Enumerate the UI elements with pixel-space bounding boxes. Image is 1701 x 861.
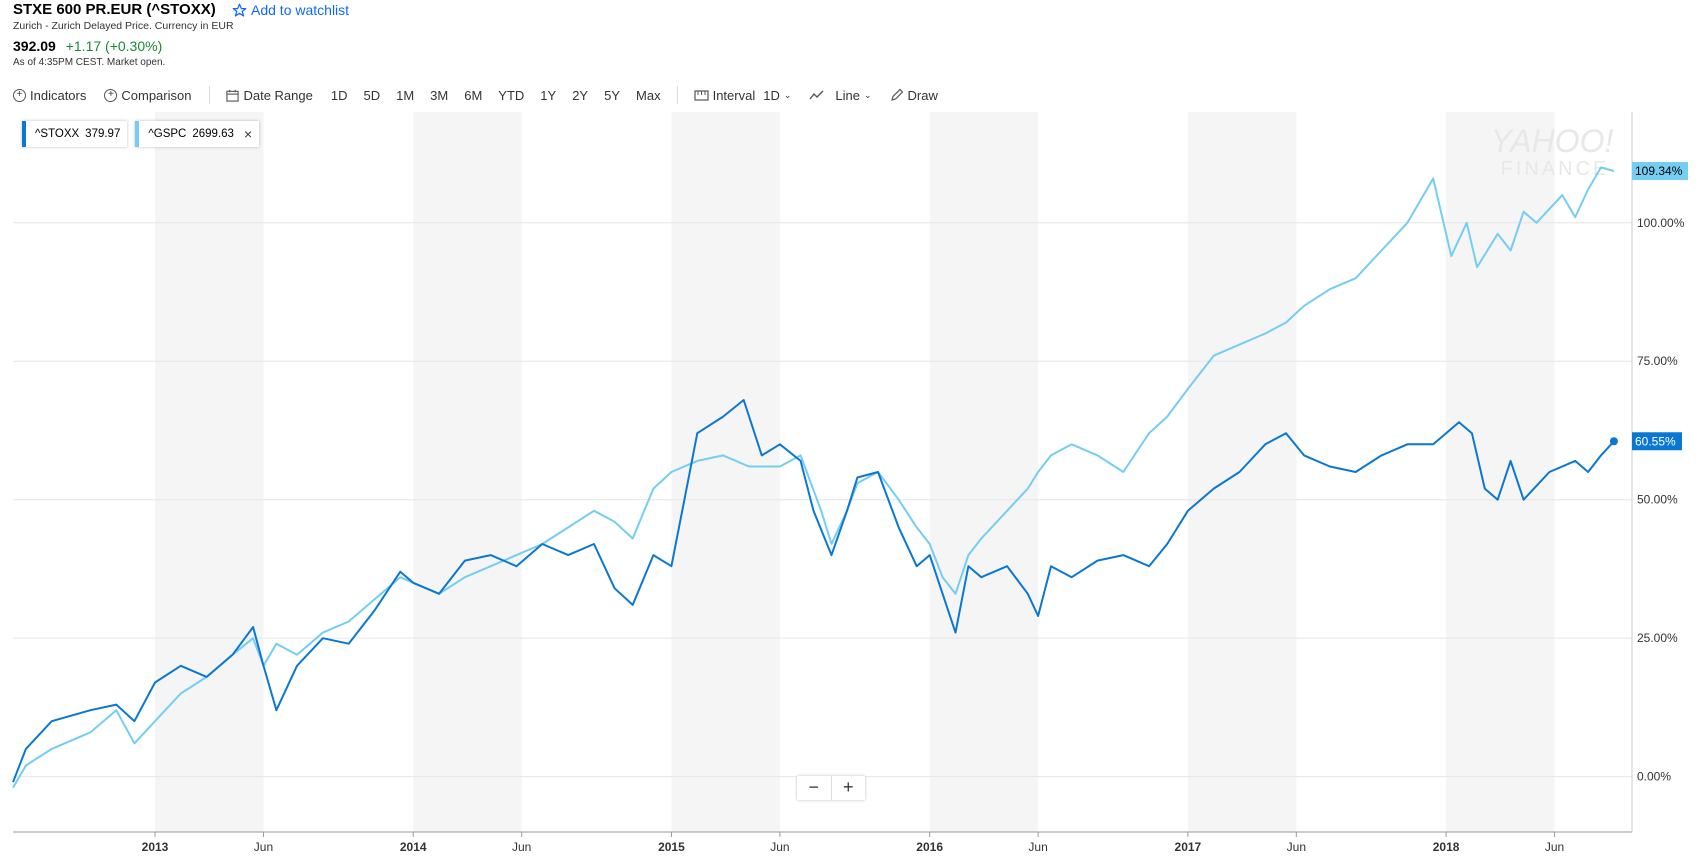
comparison-button[interactable]: + Comparison xyxy=(104,88,191,103)
watermark-finance: FINANCE xyxy=(1501,158,1610,180)
y-tick-label: 0.00% xyxy=(1637,770,1671,784)
stoxx-last-point xyxy=(1609,437,1618,446)
plus-circle-icon: + xyxy=(104,88,118,102)
x-tick-label: 2014 xyxy=(400,840,427,854)
chart-legend: ^STOXX 379.97 ^GSPC 2699.63 × xyxy=(22,121,260,147)
shaded-period-band xyxy=(1187,112,1297,832)
shaded-period-band xyxy=(155,112,264,832)
zoom-out-button[interactable]: − xyxy=(797,776,832,800)
toolbar-divider xyxy=(676,86,678,104)
chevron-down-icon: ⌄ xyxy=(863,89,872,100)
current-price: 392.09 xyxy=(13,38,56,54)
y-tick-label: 100.00% xyxy=(1637,216,1685,230)
chevron-down-icon: ⌄ xyxy=(783,89,792,100)
stoxx-end-label: 60.55% xyxy=(1635,434,1676,448)
toolbar-divider xyxy=(209,86,211,104)
indicators-label: Indicators xyxy=(30,87,87,103)
x-tick-label: Jun xyxy=(1028,840,1047,854)
stoxx-end-badge xyxy=(1632,432,1682,451)
chart-toolbar: + Indicators + Comparison Date Range 1D … xyxy=(13,85,956,105)
x-tick-label: Jun xyxy=(1287,840,1306,854)
x-tick-label: 2015 xyxy=(658,840,685,854)
range-3m-button[interactable]: 3M xyxy=(430,87,449,103)
add-to-watchlist-button[interactable]: Add to watchlist xyxy=(232,2,349,18)
chart-type-label: Line xyxy=(835,87,860,103)
zoom-control: − + xyxy=(797,776,865,800)
close-icon[interactable]: × xyxy=(243,126,253,142)
zoom-in-button[interactable]: + xyxy=(842,777,854,797)
y-tick-label: 50.00% xyxy=(1637,493,1678,507)
watermark-yahoo: YAHOO! xyxy=(1491,123,1614,159)
page-title: STXE 600 PR.EUR (^STOXX) xyxy=(13,1,216,18)
x-tick-label: 2013 xyxy=(142,840,169,854)
shaded-period-band xyxy=(929,112,1039,832)
legend-item-gspc[interactable]: ^GSPC 2699.63 × xyxy=(135,121,260,147)
gspc-end-label: 109.34% xyxy=(1635,164,1683,178)
legend-gspc-symbol: ^GSPC xyxy=(148,128,187,140)
legend-gspc-value: 2699.63 xyxy=(192,128,234,140)
interval-label: Interval xyxy=(712,87,756,103)
exchange-subtitle: Zurich - Zurich Delayed Price. Currency … xyxy=(13,20,234,32)
pencil-icon xyxy=(890,88,903,101)
shaded-period-band xyxy=(413,112,522,832)
x-tick-label: 2018 xyxy=(1433,840,1460,854)
draw-button[interactable]: Draw xyxy=(890,88,938,103)
stoxx-series-line xyxy=(12,399,1615,783)
comparison-label: Comparison xyxy=(121,87,192,103)
shaded-period-band xyxy=(1446,112,1555,832)
date-range-button[interactable]: Date Range xyxy=(226,87,313,103)
indicators-button[interactable]: + Indicators xyxy=(13,88,86,103)
y-tick-label: 75.00% xyxy=(1637,354,1678,368)
range-1d-button[interactable]: 1D xyxy=(330,87,348,103)
x-tick-label: Jun xyxy=(254,840,273,854)
range-1m-button[interactable]: 1M xyxy=(396,87,415,103)
x-tick-label: 2016 xyxy=(916,840,943,854)
price-change: +1.17 (+0.30%) xyxy=(65,38,163,54)
as-of-timestamp: As of 4:35PM CEST. Market open. xyxy=(13,57,166,68)
range-2y-button[interactable]: 2Y xyxy=(572,87,589,103)
chart-type-dropdown[interactable]: Line ⌄ xyxy=(809,87,872,103)
line-chart-icon xyxy=(809,90,824,100)
legend-stoxx-symbol: ^STOXX xyxy=(35,128,80,140)
x-tick-label: Jun xyxy=(512,840,531,854)
price-row: 392.09 +1.17 (+0.30%) xyxy=(13,38,162,54)
x-tick-label: 2017 xyxy=(1175,840,1202,854)
legend-item-stoxx[interactable]: ^STOXX 379.97 xyxy=(22,121,128,147)
range-ytd-button[interactable]: YTD xyxy=(498,87,525,103)
interval-dropdown[interactable]: Interval 1D ⌄ xyxy=(693,87,792,103)
range-1y-button[interactable]: 1Y xyxy=(540,87,557,103)
plus-circle-icon: + xyxy=(13,88,26,102)
calendar-icon xyxy=(226,89,240,102)
date-range-label: Date Range xyxy=(243,87,313,103)
legend-stoxx-value: 379.97 xyxy=(85,128,121,140)
x-tick-label: Jun xyxy=(770,840,789,854)
range-5y-button[interactable]: 5Y xyxy=(604,87,621,103)
y-tick-label: 25.00% xyxy=(1637,631,1678,645)
range-max-button[interactable]: Max xyxy=(636,87,661,103)
range-5d-button[interactable]: 5D xyxy=(363,87,381,103)
draw-label: Draw xyxy=(907,87,938,103)
star-icon xyxy=(232,3,247,17)
x-tick-label: Jun xyxy=(1545,840,1564,854)
gspc-end-badge xyxy=(1632,162,1688,181)
range-6m-button[interactable]: 6M xyxy=(464,87,483,103)
interval-value: 1D xyxy=(763,87,780,103)
ruler-icon xyxy=(693,89,709,101)
add-to-watchlist-label: Add to watchlist xyxy=(251,2,350,18)
shaded-period-band xyxy=(671,112,780,832)
